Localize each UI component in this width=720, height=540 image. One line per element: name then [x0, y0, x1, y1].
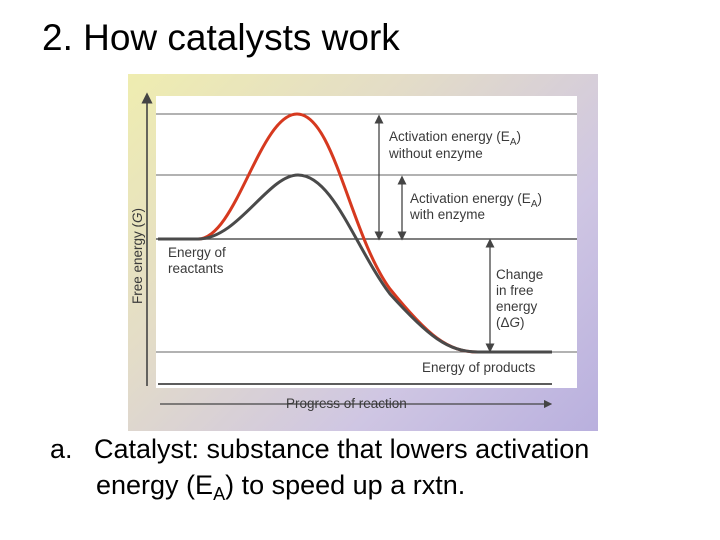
- bullet-point: a. Catalyst: substance that lowers activa…: [50, 432, 710, 506]
- delta-g-label-line4: (ΔG): [496, 315, 525, 330]
- bullet-text-line2-suffix: ) to speed up a rxtn.: [225, 469, 466, 500]
- delta-g-label-line3: energy: [496, 299, 538, 314]
- catalyzed-curve: [158, 173, 552, 354]
- bullet-text-line2-prefix: energy (E: [96, 469, 214, 500]
- x-axis-label: Progress of reaction: [286, 396, 407, 411]
- reactants-label-line2: reactants: [168, 261, 224, 276]
- bullet-text-line2-sub: A: [213, 483, 226, 504]
- slide-title: 2. How catalysts work: [42, 17, 400, 58]
- bullet-line-1: a. Catalyst: substance that lowers activa…: [50, 432, 710, 468]
- y-axis-label: Free energy (G): [130, 208, 145, 304]
- ea-without-label-line2: without enzyme: [388, 146, 483, 161]
- ea-with-label-line2: with enzyme: [409, 207, 485, 222]
- delta-g-label-line1: Change: [496, 267, 543, 282]
- energy-diagram-svg: Activation energy (EA) without enzyme Ac…: [130, 92, 577, 411]
- ea-without-label: Activation energy (EA): [389, 129, 521, 148]
- bullet-text-line1: Catalyst: substance that lowers activati…: [94, 434, 590, 464]
- reactants-label: Energy of: [168, 245, 226, 260]
- bullet-line-2: energy (EA) to speed up a rxtn.: [50, 468, 710, 507]
- energy-diagram: Activation energy (EA) without enzyme Ac…: [128, 74, 598, 431]
- ea-with-label: Activation energy (EA): [410, 191, 542, 210]
- products-label: Energy of products: [422, 360, 536, 375]
- bullet-marker: a.: [50, 434, 73, 464]
- delta-g-label-line2: in free: [496, 283, 534, 298]
